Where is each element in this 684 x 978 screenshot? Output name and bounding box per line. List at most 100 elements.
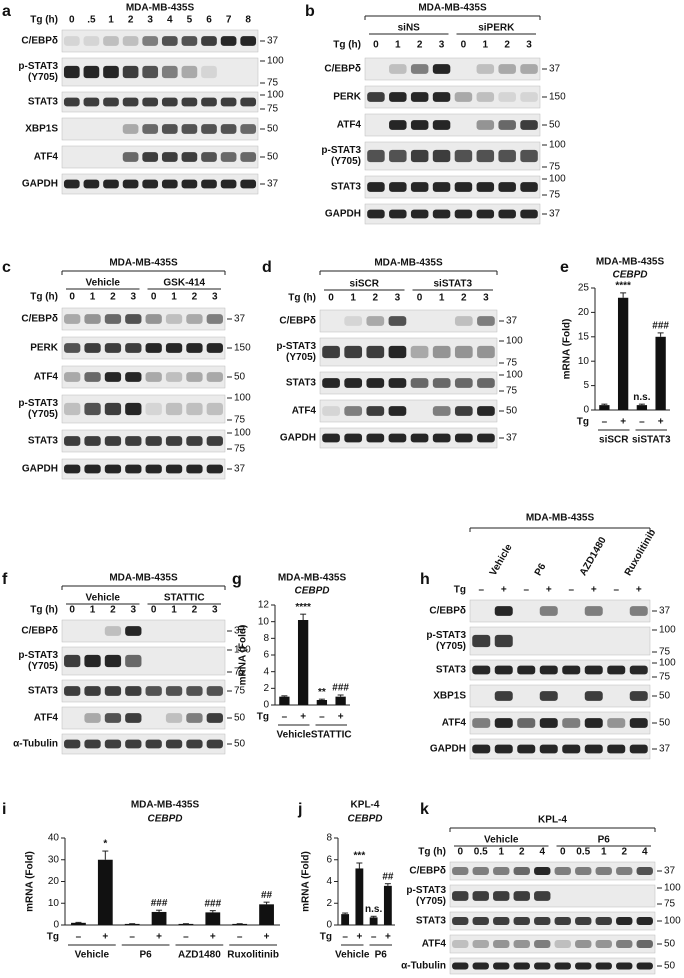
row-label: GAPDH	[22, 464, 58, 475]
band	[322, 378, 340, 388]
band	[201, 97, 217, 107]
blot-strip	[61, 706, 226, 730]
lane-label: +	[636, 585, 642, 596]
marker-label: 75	[549, 162, 561, 173]
band	[181, 152, 198, 162]
marker-label: 50	[234, 739, 246, 750]
group-label: Vehicle	[335, 950, 370, 961]
band	[64, 464, 81, 474]
group-label: AZD1480	[178, 950, 221, 961]
band	[206, 464, 223, 474]
y-axis-label: mRNA (Fold)	[562, 319, 573, 380]
lane-label: 2	[373, 293, 379, 304]
band	[181, 36, 198, 46]
band	[454, 182, 473, 192]
band	[240, 179, 257, 189]
band	[104, 739, 122, 749]
lane-label: 1	[483, 40, 489, 51]
marker-label: 37	[549, 64, 561, 75]
row-label: STAT3	[28, 436, 59, 447]
bar	[232, 923, 248, 925]
band	[554, 962, 571, 970]
band	[562, 665, 581, 675]
tg-sign: +	[385, 932, 391, 943]
blot-strip	[319, 399, 498, 423]
band	[584, 691, 603, 701]
group-label: Vehicle	[86, 278, 121, 289]
row-label: C/EBPδ	[429, 606, 466, 617]
annotation: ****	[295, 602, 311, 613]
lane-label: 0	[373, 40, 379, 51]
row-label: STAT3	[28, 686, 59, 697]
marker-label: 50	[234, 372, 246, 383]
tg-label: Tg (h)	[418, 847, 446, 858]
band	[534, 962, 551, 970]
band	[161, 65, 178, 79]
band	[493, 940, 510, 948]
band	[539, 691, 558, 701]
y-tick-label: 0	[583, 405, 589, 416]
lane-label: 2	[128, 15, 134, 26]
chart-title: KPL-4	[351, 800, 380, 811]
band	[534, 917, 551, 925]
band	[534, 891, 551, 901]
band	[520, 182, 538, 192]
band	[83, 97, 100, 107]
lane-label: 0	[560, 847, 566, 858]
marker-label: 37	[659, 744, 671, 755]
band	[122, 97, 139, 107]
band	[186, 372, 203, 382]
bar	[279, 696, 290, 705]
row-label: ATF4	[292, 406, 317, 417]
y-tick-label: 8	[263, 633, 269, 644]
lane-label: 2	[621, 847, 627, 858]
marker-label: 75	[664, 899, 676, 910]
band	[145, 464, 162, 474]
bar	[655, 336, 666, 410]
lane-label: –	[523, 585, 529, 596]
bar	[259, 904, 274, 925]
row-label: ATF4	[34, 713, 59, 724]
group-label: AZD1480	[578, 535, 609, 578]
band	[539, 744, 558, 754]
lane-label: 1	[90, 605, 96, 616]
bar	[316, 700, 328, 705]
row-label: STAT3	[436, 665, 467, 676]
y-tick-label: 30	[48, 854, 60, 865]
marker-label: 100	[664, 883, 681, 894]
band	[201, 65, 217, 79]
bar	[151, 911, 167, 925]
group-label: siNS	[398, 23, 421, 34]
band	[410, 149, 429, 163]
band	[206, 343, 223, 353]
panel-letter: b	[305, 3, 315, 20]
blot-strip	[61, 173, 259, 195]
lane-label: 2	[110, 292, 116, 303]
marker-label: 100	[267, 90, 284, 101]
band	[122, 36, 139, 46]
band	[240, 124, 257, 134]
band	[206, 372, 223, 382]
band	[554, 917, 571, 925]
lane-label: 5	[187, 15, 193, 26]
band	[366, 345, 385, 359]
band	[513, 917, 530, 925]
band	[206, 314, 223, 324]
bar	[97, 859, 113, 925]
tg-sign: –	[639, 417, 645, 428]
band	[410, 64, 429, 74]
tg-sign: –	[602, 417, 608, 428]
blot-strip	[469, 684, 651, 708]
lane-label: 8	[245, 15, 251, 26]
row-label: p-STAT3	[18, 398, 58, 409]
band	[389, 64, 407, 74]
band	[476, 92, 495, 102]
marker-label: 37	[234, 464, 246, 475]
band	[125, 314, 142, 324]
band	[83, 65, 100, 79]
row-label: (Y705)	[416, 896, 446, 907]
lane-label: 1	[439, 293, 445, 304]
band	[145, 343, 162, 353]
band	[63, 36, 80, 46]
cell-line-title: MDA-MB-435S	[374, 258, 443, 269]
